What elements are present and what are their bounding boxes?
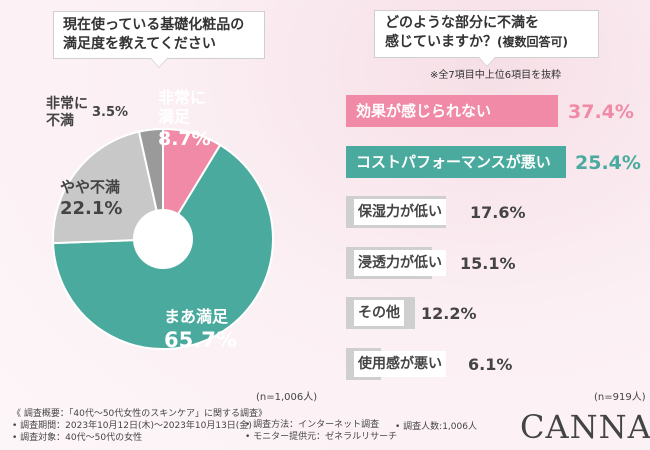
- pie-value: 8.7%: [158, 128, 211, 150]
- bar-label: 効果が感じられない: [356, 102, 492, 120]
- survey-summary: 《 調査概要：「40代～50代女性のスキンケア」に関する調査》 • 調査期間：2…: [12, 408, 267, 444]
- pie-chart: [52, 127, 274, 350]
- bar-value: 12.2%: [421, 304, 477, 323]
- right-question-bubble: どのような部分に不満を 感じていますか？(複数回答可): [374, 10, 599, 67]
- pie-label-line1: まあ満足: [164, 307, 229, 326]
- selection-note: ※全7項目中上位6項目を抜粋: [430, 70, 562, 81]
- brand-logo: CANNA: [520, 408, 650, 446]
- bar-value: 15.1%: [460, 253, 516, 273]
- pie-label-line1: やや不満: [60, 178, 121, 196]
- right-question-suffix: (複数回答可): [497, 35, 568, 49]
- pie-center-hole: [133, 209, 193, 269]
- bar-label: 浸透力が低い: [354, 249, 446, 276]
- pie-slice-2: [52, 130, 165, 245]
- bar-row: 使用感が悪い 6.1%: [346, 347, 636, 380]
- bar-row: 効果が感じられない 37.4%: [346, 95, 636, 127]
- bar-label: その他: [354, 300, 404, 326]
- left-question-bubble: 現在使っている基礎化粧品の 満足度を教えてください: [53, 11, 265, 68]
- survey-period: • 調査期間：2023年10月12日(木)～2023年10月13日(金): [12, 421, 252, 431]
- pie-label-line2: 不満3.5%: [46, 105, 129, 129]
- bar-row: コストパフォーマンスが悪い 25.4%: [346, 145, 641, 178]
- bar-row: 浸透力が低い 15.1%: [346, 246, 636, 279]
- left-sample-size: (n=1,006人): [256, 392, 318, 403]
- right-question-line2-wrap: 感じていますか？(複数回答可): [385, 33, 598, 52]
- bar-value: 25.4%: [575, 151, 641, 174]
- survey-details: • 調査方法：インターネット調査 • モニター提供元：ゼネラルリサーチ: [245, 419, 397, 443]
- survey-target: • 調査対象：40代～50代の女性: [12, 433, 143, 443]
- pie-value: 65.7%: [164, 328, 237, 352]
- bar-value: 37.4%: [568, 101, 634, 123]
- left-question-line2: 満足度を教えてください: [63, 36, 216, 52]
- survey-people: • 調査人数:1,006人: [395, 422, 477, 432]
- bar-value: 17.6%: [470, 203, 526, 222]
- bar-label: 使用感が悪い: [354, 350, 446, 377]
- left-question-line1: 現在使っている基礎化粧品の: [63, 17, 245, 33]
- survey-provider: • モニター提供元：ゼネラルリサーチ: [245, 432, 398, 442]
- survey-title: 《 調査概要：「40代～50代女性のスキンケア」に関する調査》: [12, 409, 267, 419]
- pie-label-line1: 非常に: [46, 96, 88, 112]
- bar-label: コストパフォーマンスが悪い: [356, 152, 551, 171]
- pie-label-3: 非常に 不満3.5%: [46, 96, 128, 130]
- bar-value: 6.1%: [468, 354, 513, 374]
- pie-label-2: やや不満 22.1%: [60, 178, 122, 220]
- bar-0: [346, 95, 558, 127]
- pie-label-0: 非常に 満足 8.7%: [158, 88, 211, 151]
- bar-row: 保湿力が低い 17.6%: [346, 196, 636, 228]
- pie-value: 22.1%: [60, 198, 123, 219]
- bar-row: その他 12.2%: [346, 297, 636, 329]
- pie-label-line2: 満足: [158, 107, 191, 126]
- pie-label-1: まあ満足 65.7%: [164, 307, 237, 353]
- bar-label: 保湿力が低い: [354, 199, 446, 225]
- right-question-line1: どのような部分に不満を: [385, 15, 539, 31]
- pie-value: 3.5%: [92, 105, 129, 120]
- right-sample-size: (n=919人): [594, 392, 646, 403]
- bar-1: [346, 145, 566, 178]
- right-question-line2: 感じていますか？: [385, 34, 497, 50]
- pie-label-line1: 非常に: [158, 88, 207, 107]
- survey-method: • 調査方法：インターネット調査: [245, 420, 380, 430]
